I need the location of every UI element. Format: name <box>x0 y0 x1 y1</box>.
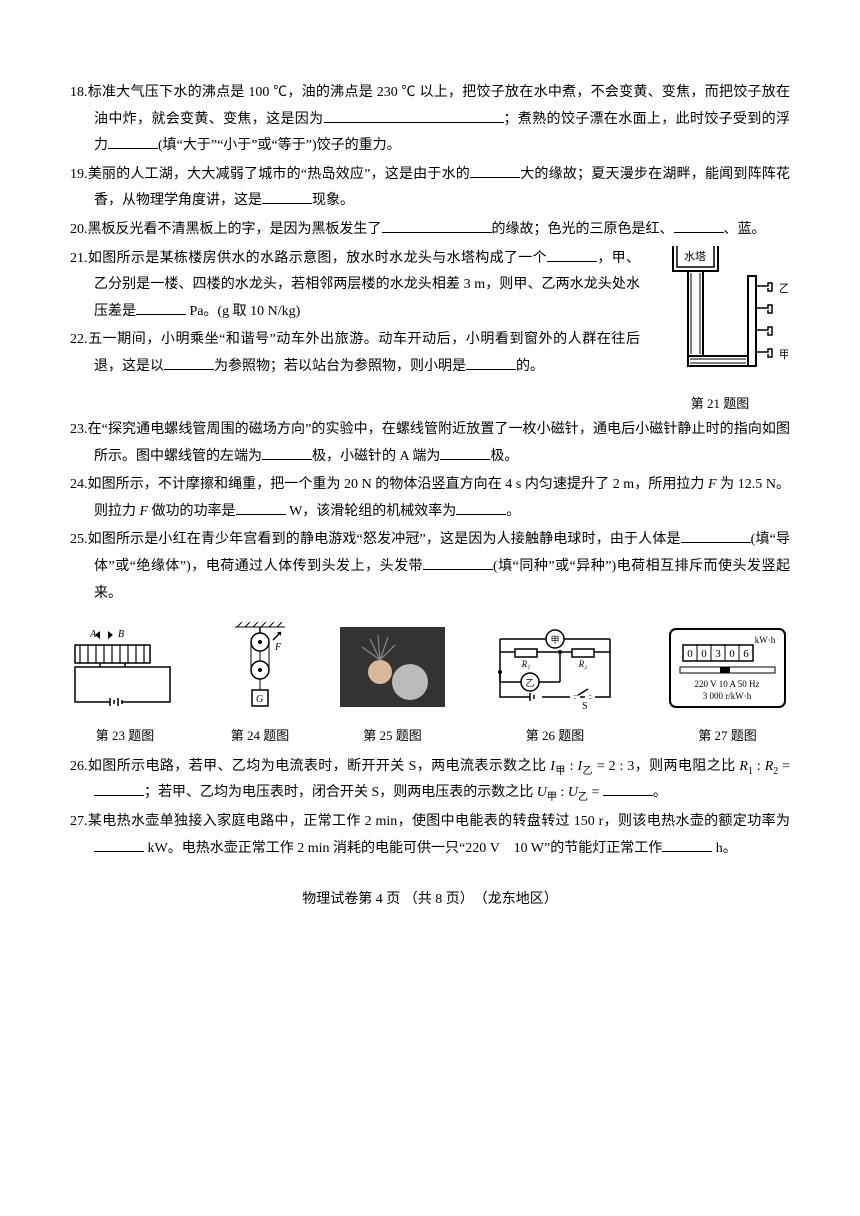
svg-text:甲: 甲 <box>550 635 559 645</box>
fig-26: 甲 R₁ R₂ 乙 S 第 <box>490 627 620 748</box>
q20-t1: 黑板反光看不清黑板上的字，是因为黑板发生了 <box>88 222 382 237</box>
q21-blank1 <box>547 247 597 262</box>
static-photo <box>340 627 445 712</box>
svg-text:F: F <box>274 642 282 653</box>
circuit-diagram: 甲 R₁ R₂ 乙 S <box>490 627 620 712</box>
energy-meter: kW·h 0 0 3 0 6 220 V 10 A 50 Hz 3 000 r/… <box>665 627 790 712</box>
svg-text:S: S <box>582 701 588 712</box>
question-20: 20.黑板反光看不清黑板上的字，是因为黑板发生了 的缘故；色光的三原色是红、 、蓝。 <box>70 217 790 244</box>
q27-t1: 某电热水壶单独接入家庭电路中，正常工作 2 min，使图中电能表的转盘转过 15… <box>88 814 791 829</box>
pulley-diagram: F G <box>225 622 295 712</box>
fig25-label: 第 25 题图 <box>340 724 445 749</box>
q20-t2: 的缘故；色光的三原色是红、 <box>492 222 674 237</box>
fig-23: A B 第 23 题图 <box>70 627 180 748</box>
q22-num: 22. <box>70 332 88 347</box>
fig23-label: 第 23 题图 <box>70 724 180 749</box>
q26-text2: ；若甲、乙均为电压表时，闭合开关 S，则两电压表的示数之比 U甲 : U乙 = <box>144 785 603 800</box>
q18-blank2 <box>108 134 158 149</box>
svg-text:甲: 甲 <box>779 349 788 361</box>
q27-t3: h。 <box>712 841 737 856</box>
q20-num: 20. <box>70 222 88 237</box>
fig-25: 第 25 题图 <box>340 627 445 748</box>
q26-text: 如图所示电路，若甲、乙均为电流表时，断开开关 S，两电流表示数之比 I甲 : I… <box>88 759 791 774</box>
fig27-label: 第 27 题图 <box>665 724 790 749</box>
svg-text:R₁: R₁ <box>521 659 531 669</box>
q27-num: 27. <box>70 814 88 829</box>
question-24: 24.如图所示，不计摩擦和绳重，把一个重为 20 N 的物体沿竖直方向在 4 s… <box>70 472 790 525</box>
q25-blank2 <box>423 555 493 570</box>
solenoid-diagram: A B <box>70 627 180 712</box>
page-footer: 物理试卷第 4 页 （共 8 页） （龙东地区） <box>70 887 790 914</box>
fig-27: kW·h 0 0 3 0 6 220 V 10 A 50 Hz 3 000 r/… <box>665 627 790 748</box>
svg-text:0: 0 <box>701 648 707 660</box>
q24-t3: 。 <box>506 504 520 519</box>
svg-text:0: 0 <box>687 648 693 660</box>
question-26: 26.如图所示电路，若甲、乙均为电流表时，断开开关 S，两电流表示数之比 I甲 … <box>70 754 790 808</box>
q21-t1: 如图所示是某栋楼房供水的水路示意图，放水时水龙头与水塔构成了一个 <box>88 251 547 266</box>
figures-row: A B 第 23 题图 <box>70 622 790 748</box>
q20-blank1 <box>382 218 492 233</box>
q21-num: 21. <box>70 251 88 266</box>
q19-t3: 现象。 <box>312 193 354 208</box>
question-19: 19.美丽的人工湖，大大减弱了城市的“热岛效应”，这是由于水的大的缘故；夏天漫步… <box>70 162 790 215</box>
q18-t3: (填“大于”“小于”或“等于”)饺子的重力。 <box>158 138 401 153</box>
svg-text:6: 6 <box>743 648 749 660</box>
q25-blank1 <box>681 528 751 543</box>
fig-24: F G 第 24 题图 <box>225 622 295 748</box>
svg-text:B: B <box>118 629 124 640</box>
tower-label-text: 水塔 <box>684 250 706 263</box>
q24-blank1 <box>236 500 286 515</box>
svg-text:3 000 r/kW·h: 3 000 r/kW·h <box>703 691 752 701</box>
q21-blank2 <box>136 300 186 315</box>
svg-text:kW·h: kW·h <box>755 635 776 645</box>
q27-t2: kW。电热水壶正常工作 2 min 消耗的电能可供一只“220 V 10 W”的… <box>144 841 662 856</box>
q23-t3: 极。 <box>490 449 518 464</box>
q18-blank1 <box>324 108 504 123</box>
question-25: 25.如图所示是小红在青少年宫看到的静电游戏“怒发冲冠”，这是因为人接触静电球时… <box>70 527 790 607</box>
q21-t3: Pa。(g 取 10 N/kg) <box>186 304 300 319</box>
q24-blank2 <box>456 500 506 515</box>
q18-num: 18. <box>70 85 88 100</box>
q23-t2: 极，小磁针的 A 端为 <box>312 449 440 464</box>
q20-t3: 、蓝。 <box>724 222 766 237</box>
q20-blank2 <box>674 218 724 233</box>
svg-text:乙: 乙 <box>779 282 788 295</box>
q19-num: 19. <box>70 167 88 182</box>
q27-blank1 <box>94 837 144 852</box>
svg-text:G: G <box>256 694 263 705</box>
q23-num: 23. <box>70 422 88 437</box>
q22-t2: 为参照物；若以站台为参照物，则小明是 <box>214 359 466 374</box>
question-27: 27.某电热水壶单独接入家庭电路中，正常工作 2 min，使图中电能表的转盘转过… <box>70 809 790 862</box>
svg-text:0: 0 <box>729 648 735 660</box>
q26-blank1 <box>94 781 144 796</box>
fig24-label: 第 24 题图 <box>225 724 295 749</box>
fig26-label: 第 26 题图 <box>490 724 620 749</box>
q22-t3: 的。 <box>516 359 544 374</box>
q24-num: 24. <box>70 477 88 492</box>
q26-blank2 <box>603 781 653 796</box>
q19-t1: 美丽的人工湖，大大减弱了城市的“热岛效应”，这是由于水的 <box>88 167 471 182</box>
q21-fig-label: 第 21 题图 <box>650 392 790 417</box>
q23-blank2 <box>440 445 490 460</box>
question-23: 23.在“探究通电螺线管周围的磁场方向”的实验中，在螺线管附近放置了一枚小磁针，… <box>70 417 790 470</box>
water-tower-diagram: 水塔 乙 甲 <box>653 246 788 381</box>
svg-text:220 V 10 A 50 Hz: 220 V 10 A 50 Hz <box>695 679 760 689</box>
q26-num: 26. <box>70 759 88 774</box>
svg-text:R₂: R₂ <box>578 659 588 669</box>
q19-blank2 <box>262 189 312 204</box>
q19-blank1 <box>470 163 520 178</box>
q23-blank1 <box>262 445 312 460</box>
q22-blank2 <box>466 355 516 370</box>
q25-t1: 如图所示是小红在青少年宫看到的静电游戏“怒发冲冠”，这是因为人接触静电球时，由于… <box>88 532 681 547</box>
q22-blank1 <box>164 355 214 370</box>
question-18: 18.标准大气压下水的沸点是 100 ℃，油的沸点是 230 ℃ 以上，把饺子放… <box>70 80 790 160</box>
q26-t3: 。 <box>653 785 667 800</box>
q21-figure: 水塔 乙 甲 第 21 题图 <box>650 246 790 417</box>
svg-text:3: 3 <box>715 648 721 660</box>
q27-blank2 <box>662 837 712 852</box>
q24-t2: W，该滑轮组的机械效率为 <box>286 504 457 519</box>
svg-text:乙: 乙 <box>525 678 534 688</box>
q25-num: 25. <box>70 532 88 547</box>
